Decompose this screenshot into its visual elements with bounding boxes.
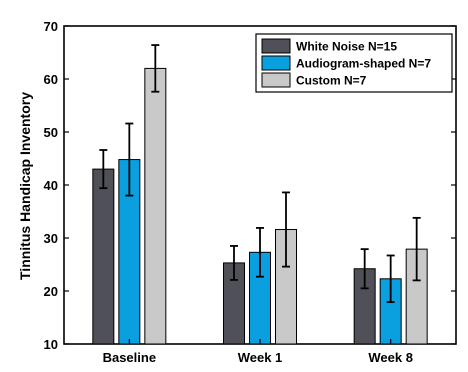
y-tick-label: 30 (44, 231, 58, 246)
y-tick-label: 70 (44, 19, 58, 34)
legend-label: White Noise N=15 (296, 40, 397, 54)
legend-label: Custom N=7 (296, 74, 367, 88)
y-tick-label: 40 (44, 178, 58, 193)
x-axis-ticks: Baseline Week 1 Week 8 (103, 339, 413, 365)
legend-label: Audiogram-shaped N=7 (296, 57, 431, 71)
y-tick-label: 10 (44, 337, 58, 352)
legend-swatch (261, 55, 291, 71)
y-tick-label: 20 (44, 284, 58, 299)
y-axis-ticks: 10 20 30 40 50 60 70 (44, 19, 456, 352)
legend-swatch (261, 72, 291, 88)
y-tick-label: 60 (44, 72, 58, 87)
legend-swatch (261, 38, 291, 54)
y-tick-label: 50 (44, 125, 58, 140)
x-tick-label: Baseline (103, 350, 156, 365)
plot-area (63, 25, 457, 345)
x-tick-label: Week 8 (368, 350, 413, 365)
bar (144, 67, 167, 345)
y-axis-label: Tinnitus Handicap Inventory (17, 92, 33, 280)
legend: White Noise N=15 Audiogram-shaped N=7 Cust… (255, 33, 453, 93)
x-tick-label: Week 1 (238, 350, 283, 365)
bar (92, 168, 115, 345)
